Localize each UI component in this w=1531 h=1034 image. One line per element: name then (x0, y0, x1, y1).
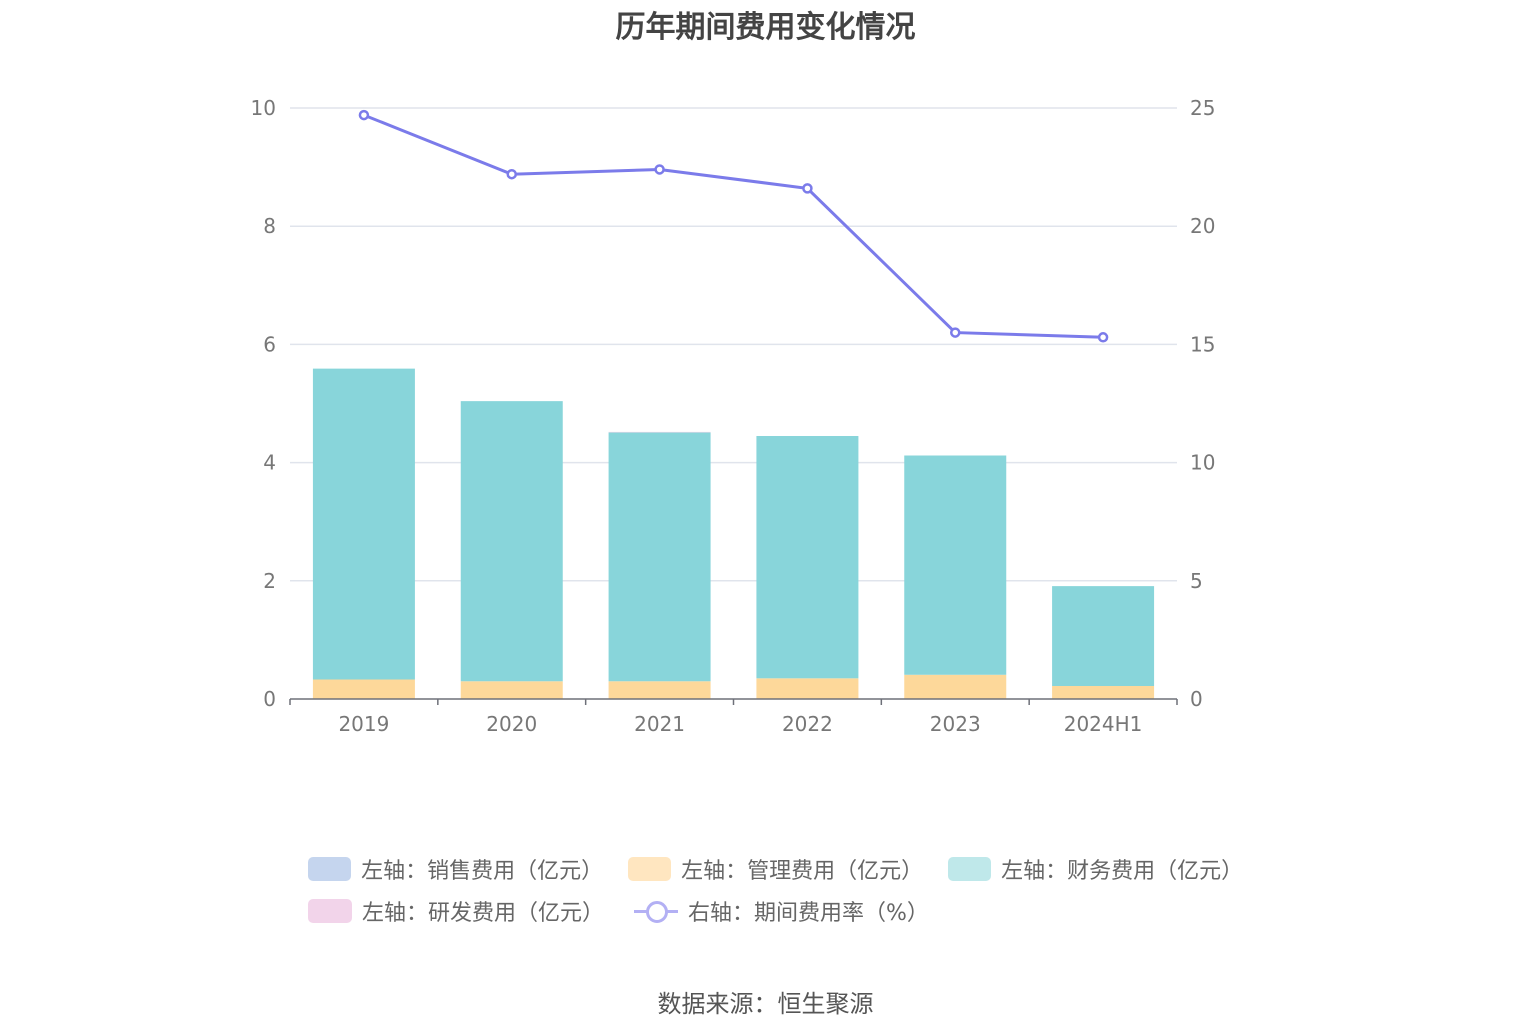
legend-label-rd: 左轴：研发费用（亿元） (362, 901, 605, 926)
bar-finance (756, 436, 859, 679)
legend-swatch-management (628, 857, 672, 881)
legend-item-rd[interactable]: 左轴：研发费用（亿元） (308, 895, 604, 927)
bar-rd (608, 431, 711, 433)
data-source: 数据来源：恒生聚源 (657, 990, 874, 1018)
bar-management (608, 681, 711, 699)
bar-finance (1052, 586, 1155, 686)
legend-item-management[interactable]: 左轴：管理费用（亿元） (628, 853, 924, 885)
legend-label-rate: 右轴：期间费用率（%） (688, 901, 929, 926)
rate-point (950, 327, 961, 338)
y-left-tick-label: 0 (263, 687, 276, 711)
legend-swatch-rate (634, 899, 679, 923)
y-left-tick-label: 6 (263, 332, 276, 356)
legend-item-finance[interactable]: 左轴：财务费用（亿元） (948, 853, 1244, 885)
x-tick-label: 2020 (486, 712, 537, 736)
y-right-tick-label: 25 (1190, 96, 1215, 120)
bar-management (1052, 685, 1155, 699)
y-right-tick-label: 0 (1190, 687, 1203, 711)
y-left-tick-label: 2 (263, 569, 276, 593)
legend-label-management: 左轴：管理费用（亿元） (681, 859, 924, 884)
y-left-tick-label: 10 (251, 96, 276, 120)
chart-area: 0 2 4 6 8 10 0 5 10 15 20 25 2019 2020 2021 2022 2023 202… (251, 96, 1216, 736)
y-right-tick-label: 5 (1190, 569, 1203, 593)
chart-title: 历年期间费用变化情况 (615, 10, 916, 45)
rate-point (1097, 332, 1109, 343)
legend: 左轴：销售费用（亿元） 左轴：管理费用（亿元） 左轴：财务费用（亿元） 左轴：研… (308, 848, 1268, 932)
legend-swatch-sales (308, 857, 352, 881)
rate-point (654, 164, 665, 175)
legend-item-rate[interactable]: 右轴：期间费用率（%） (634, 895, 929, 927)
bar-management (312, 679, 415, 699)
y-right-tick-label: 20 (1190, 214, 1215, 238)
bar-finance (904, 455, 1007, 675)
legend-item-sales[interactable]: 左轴：销售费用（亿元） (308, 853, 604, 885)
bar-finance (460, 401, 563, 682)
x-tick-label: 2021 (634, 712, 685, 736)
x-tick-label: 2024H1 (1064, 712, 1143, 736)
rate-point (802, 183, 813, 194)
y-left-tick-label: 8 (263, 214, 276, 238)
y-right-tick-label: 15 (1190, 332, 1215, 356)
bar-management (460, 681, 563, 699)
y-left-tick-label: 4 (263, 451, 276, 475)
rate-point (358, 109, 370, 121)
bar-finance (608, 432, 711, 682)
rate-point (506, 168, 517, 180)
bar-management (904, 674, 1007, 699)
legend-label-sales: 左轴：销售费用（亿元） (361, 859, 604, 884)
rate-line (363, 113, 1104, 339)
x-tick-label: 2019 (338, 712, 389, 736)
legend-swatch-finance (948, 857, 992, 881)
y-right-tick-label: 10 (1190, 451, 1215, 475)
bar-management (756, 678, 859, 699)
x-tick-label: 2022 (782, 712, 833, 736)
bar-finance (312, 368, 415, 680)
x-tick-label: 2023 (930, 712, 981, 736)
legend-swatch-rd (308, 899, 352, 923)
legend-label-finance: 左轴：财务费用（亿元） (1001, 859, 1244, 884)
